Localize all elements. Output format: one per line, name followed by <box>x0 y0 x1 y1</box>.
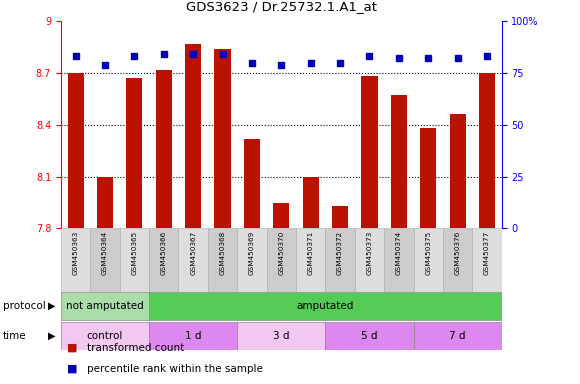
Text: 3 d: 3 d <box>273 331 289 341</box>
Bar <box>90 228 119 292</box>
Bar <box>244 139 260 228</box>
Text: GSM450364: GSM450364 <box>102 231 108 275</box>
Text: GSM450374: GSM450374 <box>396 231 402 275</box>
Text: ■: ■ <box>67 364 77 374</box>
Bar <box>237 228 267 292</box>
Text: GSM450375: GSM450375 <box>425 231 432 275</box>
Text: GSM450370: GSM450370 <box>278 231 284 275</box>
Bar <box>149 293 502 320</box>
Text: GSM450372: GSM450372 <box>337 231 343 275</box>
Bar <box>273 202 289 228</box>
Bar <box>155 70 172 228</box>
Text: ▶: ▶ <box>49 301 56 311</box>
Text: GSM450373: GSM450373 <box>367 231 372 275</box>
Text: ▶: ▶ <box>49 331 56 341</box>
Text: amputated: amputated <box>297 301 354 311</box>
Text: GSM450367: GSM450367 <box>190 231 196 275</box>
Bar <box>208 228 237 292</box>
Bar <box>325 322 414 349</box>
Bar <box>332 206 348 228</box>
Bar <box>361 76 378 228</box>
Bar <box>384 228 414 292</box>
Text: time: time <box>3 331 27 341</box>
Bar <box>149 228 179 292</box>
Bar <box>237 322 325 349</box>
Text: GDS3623 / Dr.25732.1.A1_at: GDS3623 / Dr.25732.1.A1_at <box>186 0 377 13</box>
Bar <box>472 228 502 292</box>
Bar <box>149 322 237 349</box>
Bar <box>119 228 149 292</box>
Bar <box>355 228 384 292</box>
Bar <box>185 43 201 228</box>
Bar <box>267 228 296 292</box>
Text: GSM450369: GSM450369 <box>249 231 255 275</box>
Bar <box>420 128 436 228</box>
Text: protocol: protocol <box>3 301 46 311</box>
Bar <box>61 228 90 292</box>
Text: ■: ■ <box>67 343 77 353</box>
Bar <box>303 177 319 228</box>
Bar <box>443 228 472 292</box>
Text: not amputated: not amputated <box>66 301 144 311</box>
Bar <box>67 73 84 228</box>
Text: transformed count: transformed count <box>87 343 184 353</box>
Bar <box>479 73 495 228</box>
Text: control: control <box>87 331 123 341</box>
Bar <box>215 49 231 228</box>
Bar <box>391 95 407 228</box>
Bar <box>179 228 208 292</box>
Bar <box>61 293 149 320</box>
Bar <box>325 228 355 292</box>
Text: 5 d: 5 d <box>361 331 378 341</box>
Text: 1 d: 1 d <box>185 331 201 341</box>
Text: percentile rank within the sample: percentile rank within the sample <box>87 364 263 374</box>
Text: GSM450363: GSM450363 <box>72 231 79 275</box>
Bar <box>296 228 325 292</box>
Text: GSM450377: GSM450377 <box>484 231 490 275</box>
Bar <box>97 177 113 228</box>
Bar <box>414 322 502 349</box>
Bar <box>61 322 149 349</box>
Text: GSM450366: GSM450366 <box>161 231 167 275</box>
Bar <box>414 228 443 292</box>
Bar <box>126 78 143 228</box>
Text: GSM450368: GSM450368 <box>219 231 226 275</box>
Text: GSM450376: GSM450376 <box>455 231 461 275</box>
Text: GSM450371: GSM450371 <box>307 231 314 275</box>
Bar <box>450 114 466 228</box>
Text: GSM450365: GSM450365 <box>131 231 137 275</box>
Text: 7 d: 7 d <box>450 331 466 341</box>
